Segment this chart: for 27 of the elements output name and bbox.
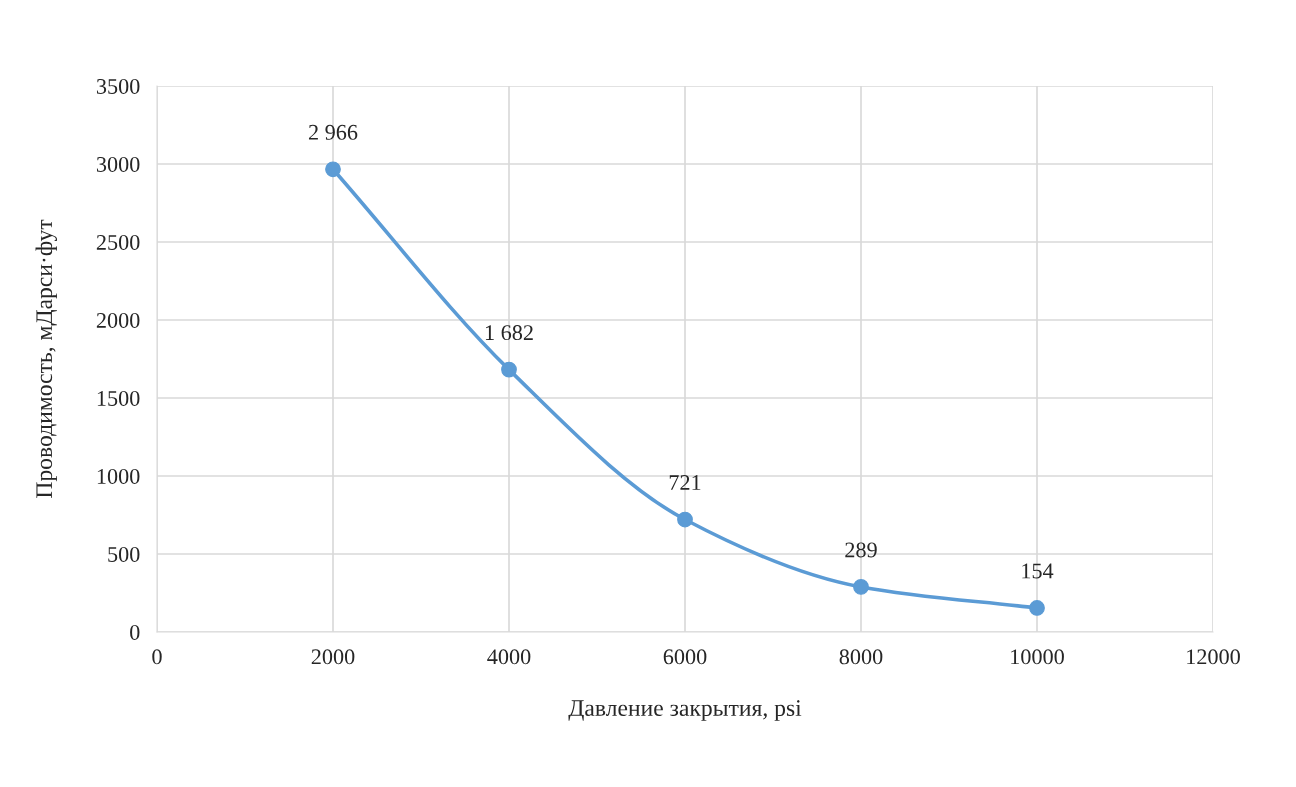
y-tick-label: 2500 (96, 234, 140, 250)
y-tick-label: 3500 (96, 78, 140, 94)
point (325, 161, 341, 178)
data-label: 289 (845, 542, 877, 558)
y-tick-label: 0 (130, 624, 140, 640)
y-axis-title: Проводимость, мДарси·фут (35, 219, 57, 498)
y-tick-label: 2000 (96, 312, 140, 328)
y-tick-label: 500 (108, 546, 140, 562)
y-tick-label: 1000 (97, 468, 140, 484)
y-tick-label: 3000 (96, 156, 140, 172)
data-label: 2 966 (308, 124, 358, 140)
y-tick-label: 1500 (97, 390, 140, 406)
x-tick-label: 8000 (839, 649, 883, 665)
x-tick-label: 4000 (487, 649, 531, 665)
x-axis-title: Давление закрытия, psi (568, 700, 802, 721)
data-label: 1 682 (485, 325, 533, 341)
point (677, 511, 693, 528)
data-label: 721 (669, 475, 701, 490)
x-tick-label: 10000 (1011, 649, 1064, 665)
x-tick-label: 12000 (1187, 649, 1240, 665)
x-tick-label: 2000 (311, 649, 355, 665)
data-label: 154 (1022, 563, 1054, 579)
x-tick-label: 6000 (663, 649, 707, 665)
point (501, 361, 517, 378)
point (853, 579, 869, 595)
point (1029, 600, 1045, 616)
x-tick-label: 0 (152, 649, 162, 665)
